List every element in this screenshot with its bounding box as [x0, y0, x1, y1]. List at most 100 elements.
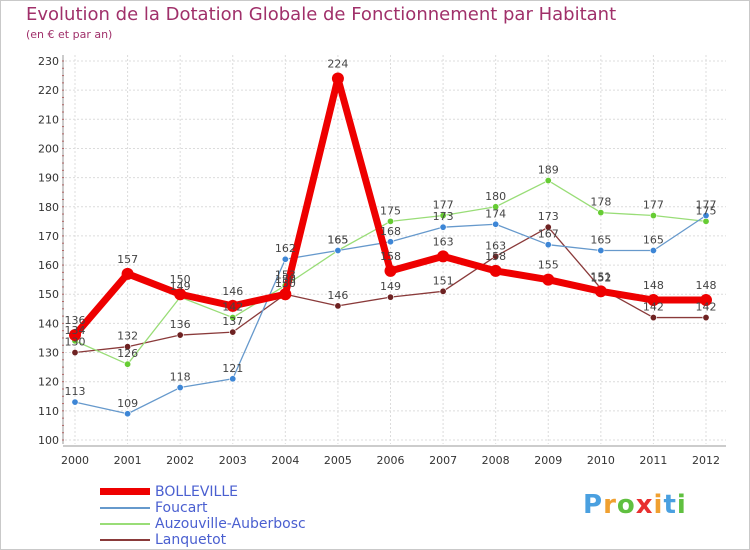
data-label-bolleville: 224 — [327, 57, 348, 70]
data-label-auzouville-auberbosc: 177 — [433, 199, 454, 212]
legend-swatch-auzouville-auberbosc — [100, 523, 150, 525]
x-tick-label: 2004 — [271, 454, 299, 467]
data-point-bolleville — [384, 264, 397, 277]
data-label-foucart: 168 — [380, 225, 401, 238]
y-tick-label: 200 — [38, 142, 59, 155]
data-label-lanquetot: 150 — [275, 277, 296, 290]
data-label-auzouville-auberbosc: 126 — [117, 347, 138, 360]
data-label-auzouville-auberbosc: 142 — [222, 301, 243, 314]
y-tick-label: 210 — [38, 113, 59, 126]
data-label-lanquetot: 151 — [433, 274, 454, 287]
data-point-auzouville-auberbosc — [386, 217, 394, 225]
data-point-lanquetot — [71, 349, 79, 357]
y-tick-label: 230 — [38, 55, 59, 68]
legend-label-bolleville: BOLLEVILLE — [155, 484, 238, 500]
data-label-foucart: 177 — [696, 199, 717, 212]
data-label-foucart: 121 — [222, 362, 243, 375]
data-label-foucart: 173 — [433, 210, 454, 223]
data-label-lanquetot: 149 — [380, 280, 401, 293]
data-label-bolleville: 150 — [170, 273, 191, 286]
data-label-lanquetot: 152 — [590, 271, 611, 284]
data-point-auzouville-auberbosc — [439, 212, 447, 220]
y-tick-label: 150 — [38, 288, 59, 301]
data-label-auzouville-auberbosc: 165 — [327, 234, 348, 247]
data-label-bolleville: 136 — [65, 314, 86, 327]
legend-swatch-bolleville — [100, 488, 150, 495]
data-point-auzouville-auberbosc — [702, 217, 710, 225]
y-tick-label: 120 — [38, 376, 59, 389]
data-label-lanquetot: 142 — [643, 301, 664, 314]
data-point-foucart — [597, 247, 605, 255]
data-label-bolleville: 157 — [117, 253, 138, 266]
data-point-lanquetot — [229, 328, 237, 336]
data-point-lanquetot — [492, 252, 500, 260]
data-point-auzouville-auberbosc — [124, 360, 132, 368]
y-tick-label: 140 — [38, 317, 59, 330]
data-label-bolleville: 158 — [485, 250, 506, 263]
data-point-foucart — [544, 241, 552, 249]
data-label-bolleville: 158 — [380, 250, 401, 263]
data-label-bolleville: 146 — [222, 285, 243, 298]
data-point-bolleville — [69, 329, 81, 342]
data-label-lanquetot: 146 — [327, 289, 348, 302]
data-label-lanquetot: 137 — [222, 315, 243, 328]
x-tick-label: 2001 — [114, 454, 142, 467]
logo-letter: i — [676, 490, 687, 520]
data-point-auzouville-auberbosc — [544, 177, 552, 185]
data-label-foucart: 165 — [643, 234, 664, 247]
data-point-bolleville — [489, 264, 502, 277]
data-label-auzouville-auberbosc: 180 — [485, 190, 506, 203]
y-tick-label: 160 — [38, 259, 59, 272]
data-point-bolleville — [174, 288, 187, 301]
data-label-foucart: 162 — [275, 242, 296, 255]
data-label-bolleville: 163 — [433, 235, 454, 248]
y-tick-label: 170 — [38, 230, 59, 243]
logo-letter: P — [583, 490, 604, 520]
data-label-auzouville-auberbosc: 153 — [275, 268, 296, 281]
legend-label-foucart: Foucart — [155, 500, 208, 516]
data-label-bolleville: 150 — [275, 273, 296, 286]
y-tick-label: 220 — [38, 84, 59, 97]
y-tick-label: 190 — [38, 172, 59, 185]
data-point-bolleville — [647, 294, 660, 307]
chart-title: Evolution de la Dotation Globale de Fonc… — [26, 4, 617, 25]
legend-swatch-lanquetot — [100, 539, 150, 541]
proxiti-logo: Proxiti — [583, 490, 687, 520]
data-label-auzouville-auberbosc: 178 — [590, 196, 611, 209]
data-point-bolleville — [331, 72, 344, 85]
data-point-foucart — [439, 223, 447, 231]
data-label-foucart: 118 — [170, 371, 191, 384]
data-point-foucart — [229, 375, 237, 383]
x-tick-label: 2008 — [482, 454, 510, 467]
data-point-lanquetot — [386, 293, 394, 301]
x-tick-label: 2010 — [587, 454, 615, 467]
data-label-foucart: 165 — [327, 234, 348, 247]
data-point-bolleville — [279, 288, 292, 301]
logo-letter: t — [663, 490, 677, 520]
legend-label-auzouville-auberbosc: Auzouville-Auberbosc — [155, 516, 306, 532]
data-point-bolleville — [700, 294, 712, 307]
data-label-lanquetot: 173 — [538, 210, 559, 223]
data-label-auzouville-auberbosc: 134 — [65, 324, 86, 337]
data-point-auzouville-auberbosc — [229, 314, 237, 322]
x-tick-label: 2002 — [166, 454, 194, 467]
data-point-bolleville — [594, 285, 607, 298]
data-point-lanquetot — [334, 302, 342, 310]
data-point-auzouville-auberbosc — [492, 203, 500, 211]
x-tick-label: 2012 — [692, 454, 720, 467]
data-point-foucart — [702, 212, 710, 220]
x-tick-label: 2000 — [61, 454, 89, 467]
data-label-bolleville: 155 — [538, 259, 559, 272]
data-label-bolleville: 151 — [590, 270, 611, 283]
series — [69, 72, 712, 418]
data-point-lanquetot — [176, 331, 184, 339]
logo-letter: i — [653, 490, 664, 520]
data-point-lanquetot — [439, 287, 447, 295]
data-point-bolleville — [542, 273, 555, 286]
data-point-lanquetot — [544, 223, 552, 231]
data-label-auzouville-auberbosc: 175 — [696, 204, 717, 217]
data-point-lanquetot — [649, 314, 657, 322]
x-tick-label: 2011 — [639, 454, 667, 467]
